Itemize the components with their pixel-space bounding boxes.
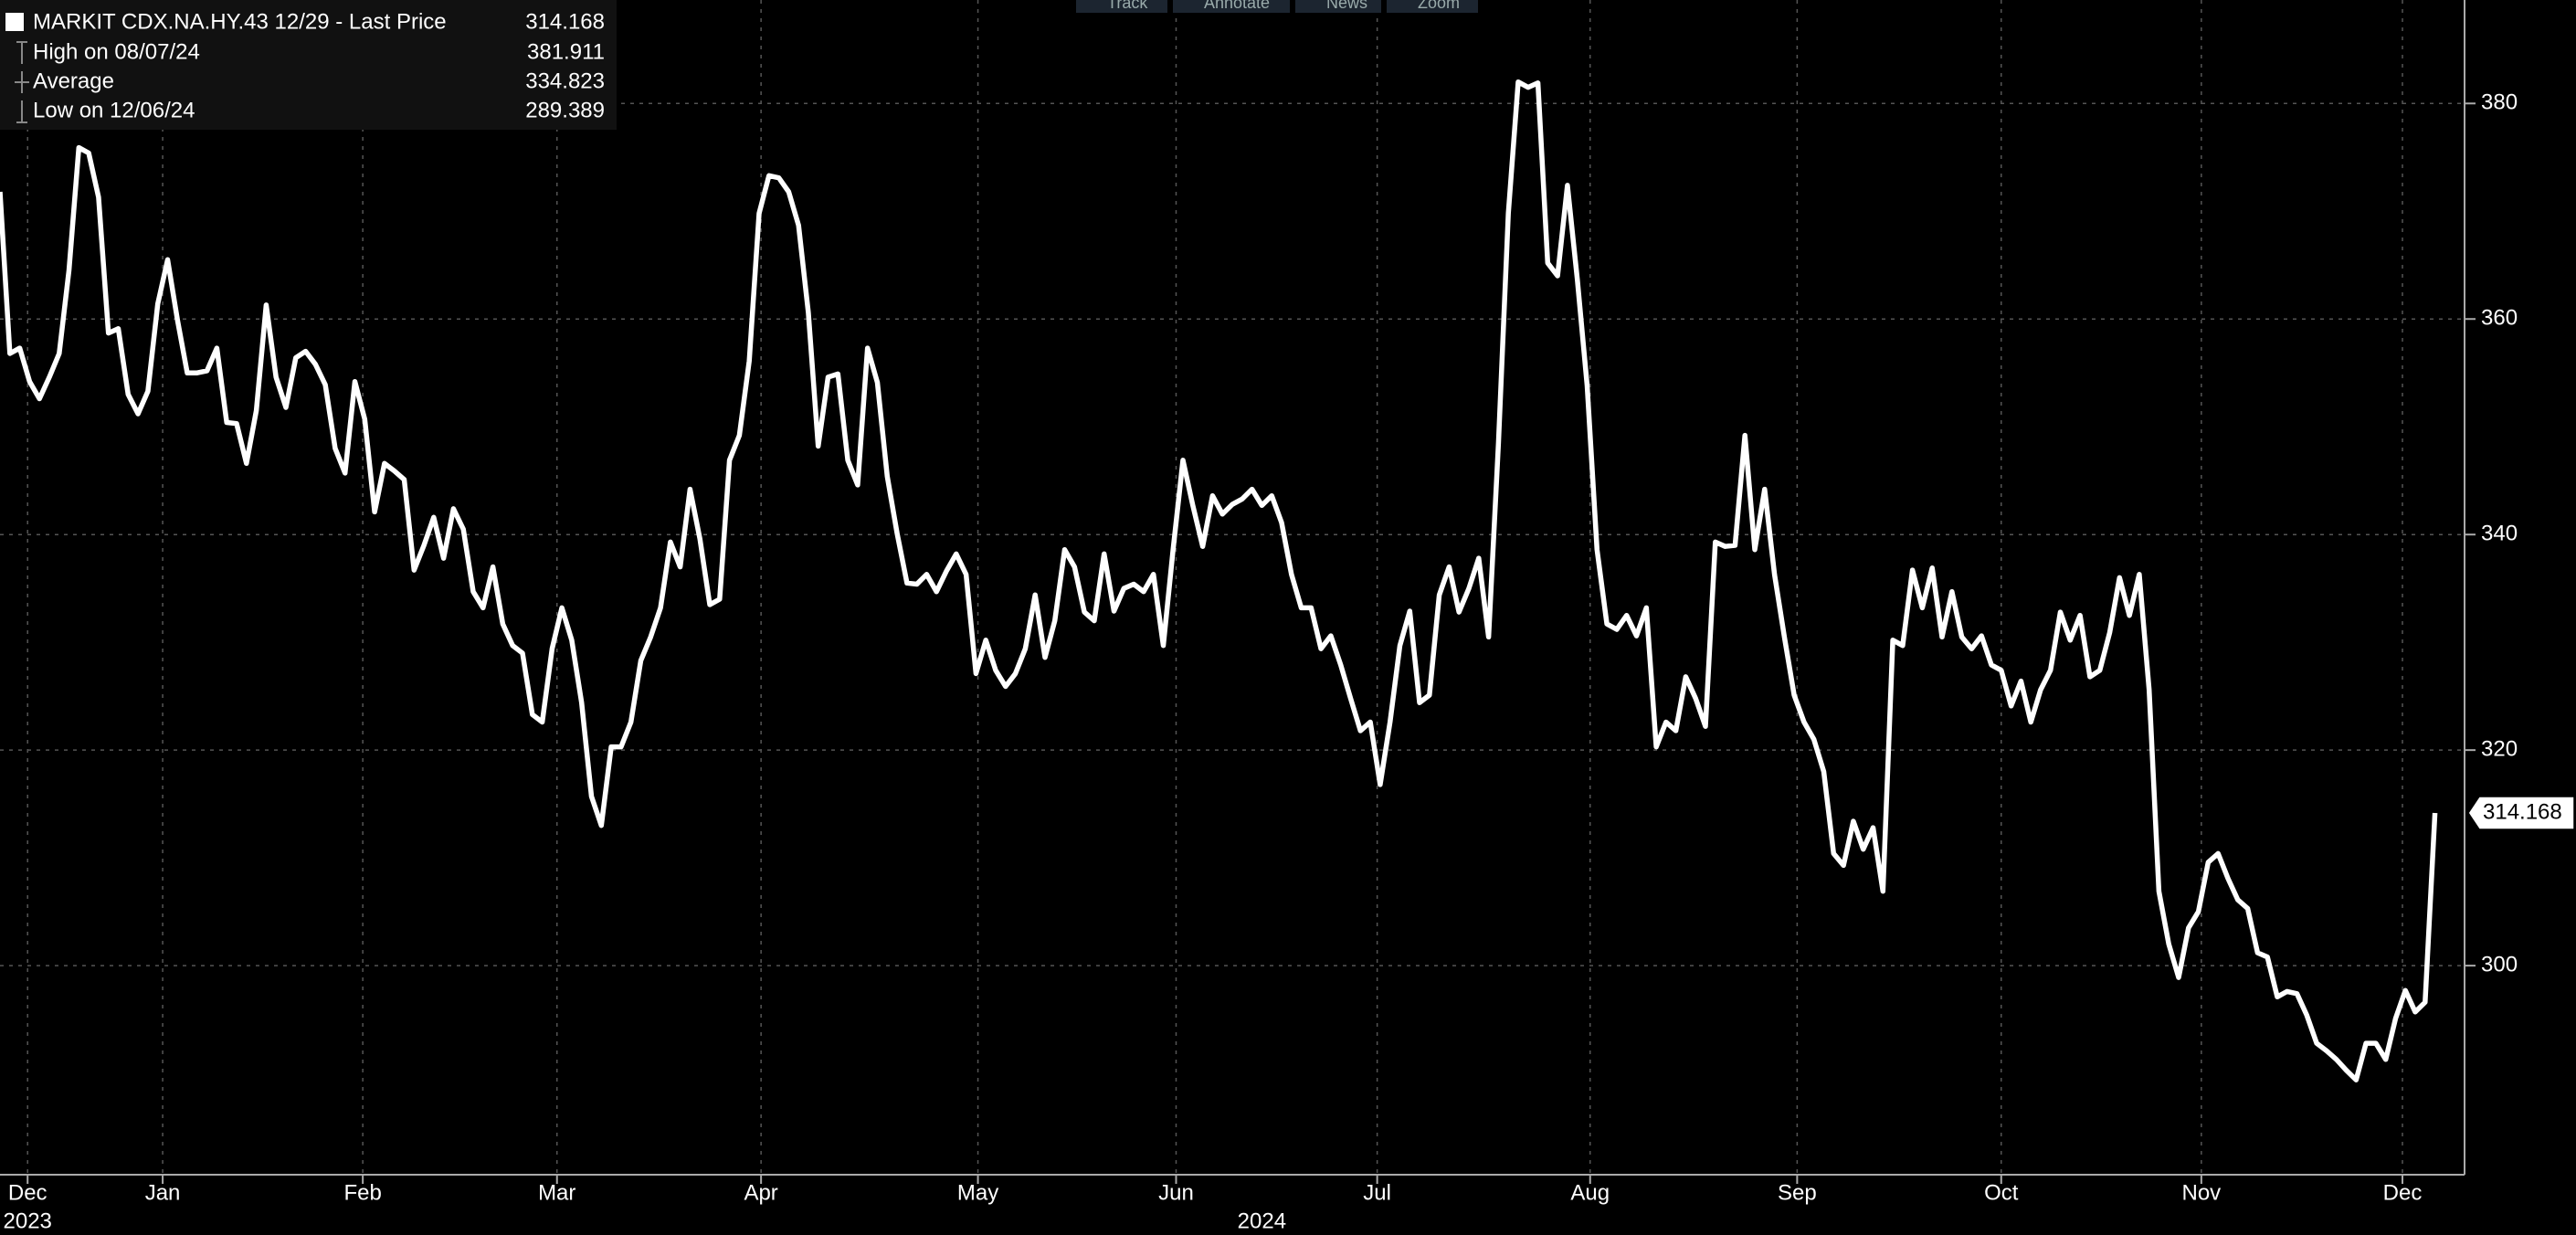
x-tick-label: Mar (538, 1180, 575, 1205)
toolbar-button-label[interactable]: Annotate (1204, 0, 1270, 12)
year-label: 2023 (4, 1209, 52, 1233)
legend-box (0, 0, 617, 130)
y-tick-label: 380 (2481, 90, 2518, 115)
toolbar-button[interactable] (1173, 0, 1290, 13)
x-tick-label: Dec (8, 1180, 48, 1205)
last-price-flag (2467, 796, 2575, 830)
series-line (0, 79, 2438, 1082)
y-tick-label: 340 (2481, 522, 2518, 546)
x-tick-label: Jan (145, 1180, 181, 1205)
y-tick-label: 320 (2481, 736, 2518, 761)
toolbar-button-label[interactable]: News (1326, 0, 1367, 12)
x-tick-label: Aug (1570, 1180, 1610, 1205)
x-tick-label: Jun (1158, 1180, 1194, 1205)
stat-label: Average (33, 69, 114, 93)
stat-value: 381.911 (527, 39, 605, 64)
toolbar-button[interactable] (1295, 0, 1381, 13)
toolbar-button[interactable] (1076, 0, 1167, 13)
x-tick-label: May (957, 1180, 998, 1205)
legend: MARKIT CDX.NA.HY.43 12/29 - Last Price 3… (0, 0, 617, 130)
x-tick-label: Oct (1984, 1180, 2019, 1205)
toolbar-button-label[interactable]: Track (1107, 0, 1148, 12)
y-tick-label: 300 (2481, 952, 2518, 976)
stat-label: High on 08/07/24 (33, 39, 200, 64)
x-tick-label: Jul (1363, 1180, 1391, 1205)
year-label: 2024 (1238, 1209, 1286, 1233)
stat-value: 289.389 (525, 98, 605, 122)
x-tick-label: Dec (2383, 1180, 2423, 1205)
stat-value: 334.823 (525, 69, 605, 93)
toolbar: Track Annotate News Zoom (1076, 0, 1478, 13)
toolbar-button[interactable] (1387, 0, 1478, 13)
x-tick-label: Feb (343, 1180, 381, 1205)
grid-layer: 300 320 340 360 380 Dec Jan Feb Mar Apr May Jun Jul A… (0, 0, 2518, 1233)
stat-label: Low on 12/06/24 (33, 98, 195, 122)
stat-glyphs (15, 41, 29, 123)
legend-title: MARKIT CDX.NA.HY.43 12/29 - Last Price (33, 9, 447, 34)
x-tick-label: Nov (2182, 1180, 2222, 1205)
legend-swatch (5, 13, 24, 31)
toolbar-button-label[interactable]: Zoom (1418, 0, 1460, 12)
x-tick-label: Sep (1778, 1180, 1817, 1205)
line-layer: 314.168 (0, 79, 2575, 1082)
y-tick-label: 360 (2481, 306, 2518, 331)
last-price-label: 314.168 (2483, 799, 2562, 824)
x-tick-label: Apr (744, 1180, 777, 1205)
legend-last-value: 314.168 (525, 9, 605, 34)
